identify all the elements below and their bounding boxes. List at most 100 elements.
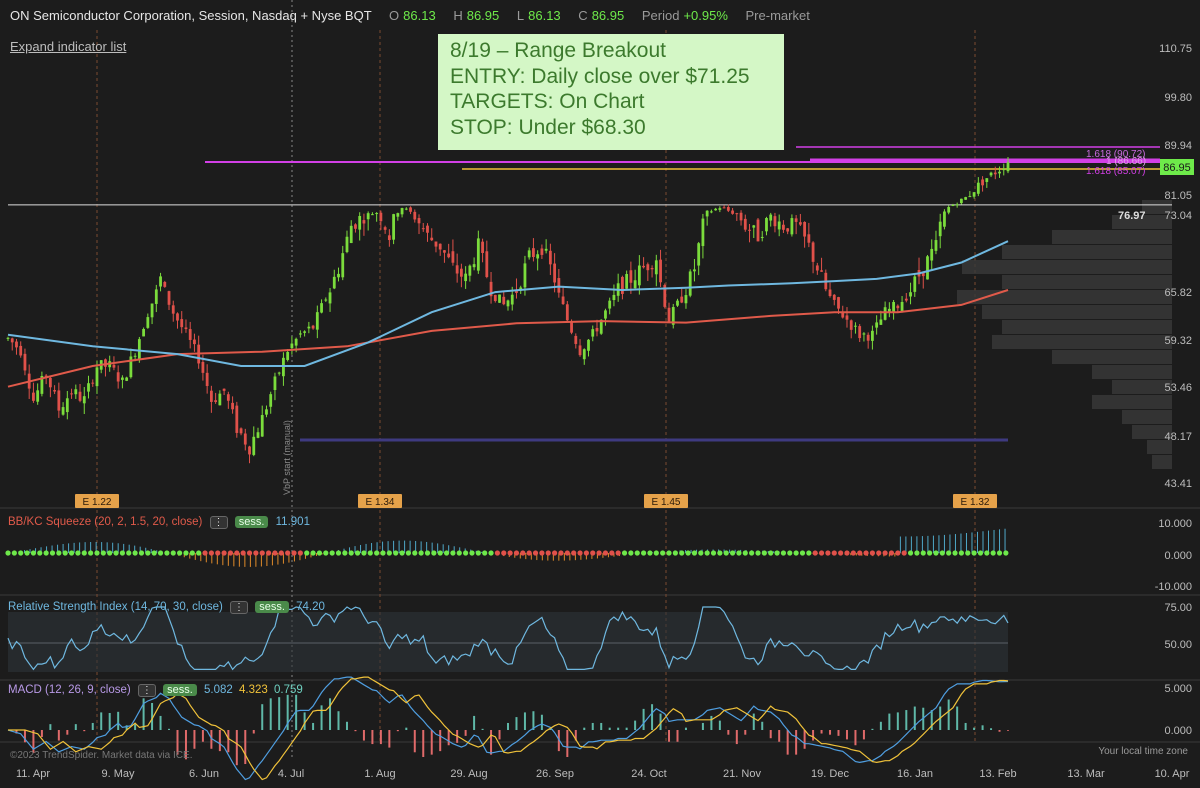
squeeze-dot [405,550,412,556]
squeeze-dot [710,550,717,556]
indicator-menu-icon[interactable]: ⋮ [230,601,248,614]
squeeze-dot [170,550,176,556]
squeeze-dot [787,550,793,556]
squeeze-dot [996,550,1003,556]
candle-body [298,333,302,335]
candle-body [515,290,518,293]
squeeze-dot [259,550,265,556]
time-axis-label: 24. Oct [631,768,666,780]
candle-body [61,407,65,415]
macd-indicator-label[interactable]: MACD (12, 26, 9, close) ⋮ sess. 5.082 4.… [8,684,303,697]
note-line: ENTRY: Daily close over $71.25 [450,64,750,88]
candle-body [743,218,747,230]
squeeze-dot [806,550,812,556]
squeeze-dot [94,550,100,556]
candle-body [769,214,773,221]
price-axis-label: 73.04 [1164,210,1192,222]
squeeze-dot [971,550,977,556]
candle-body [981,179,984,186]
candle-body [930,248,934,261]
candle-body [621,276,624,294]
volume-profile-bar [1152,455,1172,469]
macd-line [7,676,1009,781]
candle-body [282,357,285,377]
squeeze-dot [393,550,399,556]
candle-body [849,320,853,330]
squeeze-name: BB/KC Squeeze (20, 2, 1.5, 20, close) [8,516,203,528]
timezone-label[interactable]: Your local time zone [1098,746,1188,757]
session-badge[interactable]: sess. [234,516,269,528]
squeeze-dot [672,550,678,556]
candle-body [536,254,540,259]
candle-body [455,265,459,274]
indicator-menu-icon[interactable]: ⋮ [209,516,228,529]
squeeze-dot [240,550,246,556]
squeeze-dot [888,550,895,556]
squeeze-dot [157,550,164,556]
squeeze-dot [774,550,780,556]
candle-body [909,292,912,297]
squeeze-dot [488,550,494,556]
candle-body [595,327,599,332]
squeeze-dot [812,550,818,556]
squeeze-dot [399,550,405,556]
macd-value: 5.082 [204,684,233,696]
squeeze-dot [590,550,596,556]
candle-body [845,315,849,320]
earnings-badge [358,494,402,508]
candle-body [290,343,294,349]
candle-body [154,289,158,304]
candle-body [663,285,667,307]
candle-body [832,294,836,300]
close-label: C [578,8,588,23]
volume-profile-bar [1002,320,1172,334]
squeeze-dot [780,550,787,556]
expand-indicator-list-link[interactable]: Expand indicator list [10,39,127,54]
rsi-axis-label: 75.00 [1164,602,1192,614]
candle-body [718,208,722,210]
indicator-menu-icon[interactable]: ⋮ [137,684,156,697]
candle-body [277,372,281,374]
time-axis-label: 13. Mar [1067,768,1105,780]
candle-body [722,207,726,209]
rsi-line [7,606,1009,671]
squeeze-dot [297,550,303,556]
candle-body [125,377,129,381]
volume-profile-bar [957,290,1172,304]
time-axis-label: 10. Apr [1155,768,1190,780]
session-badge[interactable]: sess. [163,684,197,696]
squeeze-dot [107,550,113,556]
candle-body [540,248,544,255]
squeeze-dot [316,550,323,556]
time-axis-label: 9. May [101,768,135,780]
trade-note-annotation[interactable]: 8/19 – Range Breakout ENTRY: Daily close… [438,34,784,150]
candle-body [104,359,107,367]
squeeze-dot [933,550,939,556]
candle-body [959,198,963,204]
volume-profile-bar [1147,440,1172,454]
candle-body [345,236,349,253]
candle-body [790,218,794,235]
candle-body [214,400,218,403]
note-line: 8/19 – Range Breakout [450,39,666,62]
vbp-start-label: VbP start (manual) [282,420,292,495]
squeeze-dot [965,550,971,556]
fib-label: 1 (86.66) [1106,156,1146,167]
time-axis-label: 11. Apr [16,768,50,780]
rsi-indicator-label[interactable]: Relative Strength Index (14, 70, 30, clo… [8,601,325,614]
squeeze-dot [640,550,647,556]
price-axis-label: 43.41 [1164,478,1192,490]
candle-body [358,216,362,230]
squeeze-dot [310,550,316,556]
squeeze-dot [329,550,335,556]
candle-body [582,349,586,360]
squeeze-indicator-label[interactable]: BB/KC Squeeze (20, 2, 1.5, 20, close) ⋮ … [8,516,310,529]
session-badge[interactable]: sess. [255,601,289,613]
macd-signal-value: 4.323 [239,684,268,696]
squeeze-dot [615,550,621,556]
candle-body [273,376,277,391]
candle-body [32,392,35,401]
close-value: 86.95 [591,8,625,23]
squeeze-dot [596,550,602,556]
